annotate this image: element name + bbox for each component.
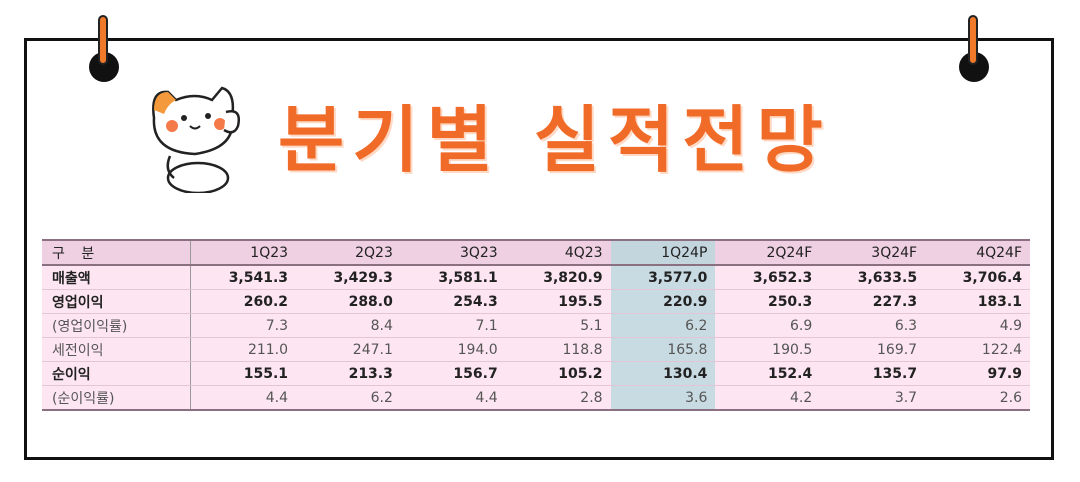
table-cell: 3.7 — [820, 385, 926, 411]
table-cell: 3,429.3 — [296, 265, 401, 290]
quarterly-performance-table: 구 분 1Q23 2Q23 3Q23 4Q23 1Q24P 2Q24F 3Q24… — [42, 239, 1030, 411]
table-header-row: 구 분 1Q23 2Q23 3Q23 4Q23 1Q24P 2Q24F 3Q24… — [42, 239, 1030, 266]
table-cell: 247.1 — [296, 337, 401, 362]
table-cell: 3,706.4 — [925, 265, 1030, 290]
table-cell: 2.6 — [925, 385, 1030, 411]
table-cell: 6.3 — [820, 313, 926, 338]
table-cell: 254.3 — [400, 289, 506, 314]
table-cell: 135.7 — [820, 361, 926, 386]
table-row-revenue: 매출액 3,541.3 3,429.3 3,581.1 3,820.9 3,57… — [42, 265, 1030, 290]
table-cell: 169.7 — [820, 337, 926, 362]
table-cell: 4.2 — [715, 385, 821, 411]
table-cell: 220.9 — [610, 289, 716, 314]
column-header: 4Q24F — [925, 239, 1030, 266]
table-cell: 211.0 — [190, 337, 297, 362]
column-header: 4Q23 — [505, 239, 611, 266]
table-cell: 3,820.9 — [505, 265, 611, 290]
row-label: 매출액 — [42, 265, 191, 290]
table-row-net-margin: (순이익률) 4.4 6.2 4.4 2.8 3.6 4.2 3.7 2.6 — [42, 385, 1030, 411]
table-row-net-profit: 순이익 155.1 213.3 156.7 105.2 130.4 152.4 … — [42, 361, 1030, 386]
table-cell: 4.4 — [190, 385, 297, 411]
left-pin-stick-icon — [98, 15, 108, 65]
table-cell: 118.8 — [505, 337, 611, 362]
table-row-operating-profit: 영업이익 260.2 288.0 254.3 195.5 220.9 250.3… — [42, 289, 1030, 314]
table-cell: 3,652.3 — [715, 265, 821, 290]
column-header: 2Q23 — [296, 239, 401, 266]
row-label: 순이익 — [42, 361, 191, 386]
table-cell: 2.8 — [505, 385, 611, 411]
table-cell: 227.3 — [820, 289, 926, 314]
table-cell: 4.4 — [400, 385, 506, 411]
table-cell: 97.9 — [925, 361, 1030, 386]
column-header: 2Q24F — [715, 239, 821, 266]
column-header: 3Q23 — [400, 239, 506, 266]
header-label: 구 분 — [42, 239, 191, 266]
row-label: 영업이익 — [42, 289, 191, 314]
right-pin-stick-icon — [968, 15, 978, 65]
table-cell: 8.4 — [296, 313, 401, 338]
table-cell: 155.1 — [190, 361, 297, 386]
table-cell: 260.2 — [190, 289, 297, 314]
table-cell: 130.4 — [610, 361, 716, 386]
table-cell: 3.6 — [610, 385, 716, 411]
table-cell: 152.4 — [715, 361, 821, 386]
table-cell: 183.1 — [925, 289, 1030, 314]
cat-mascot-icon — [152, 86, 240, 193]
page-title: 분기별 실적전망 — [278, 98, 831, 182]
table-row-operating-margin: (영업이익률) 7.3 8.4 7.1 5.1 6.2 6.9 6.3 4.9 — [42, 313, 1030, 338]
table-cell: 7.1 — [400, 313, 506, 338]
column-header-highlighted: 1Q24P — [610, 239, 716, 266]
row-label: 세전이익 — [42, 337, 191, 362]
table-cell: 165.8 — [610, 337, 716, 362]
table-row-pretax-profit: 세전이익 211.0 247.1 194.0 118.8 165.8 190.5… — [42, 337, 1030, 362]
table-cell: 4.9 — [925, 313, 1030, 338]
table-cell: 156.7 — [400, 361, 506, 386]
table-cell: 3,577.0 — [610, 265, 716, 290]
table-cell: 194.0 — [400, 337, 506, 362]
table-cell: 3,581.1 — [400, 265, 506, 290]
table-cell: 6.9 — [715, 313, 821, 338]
table-cell: 7.3 — [190, 313, 297, 338]
table-cell: 105.2 — [505, 361, 611, 386]
row-label: (영업이익률) — [42, 313, 191, 338]
table-cell: 195.5 — [505, 289, 611, 314]
table-cell: 3,541.3 — [190, 265, 297, 290]
table-cell: 288.0 — [296, 289, 401, 314]
table-cell: 213.3 — [296, 361, 401, 386]
column-header: 1Q23 — [190, 239, 297, 266]
table-cell: 6.2 — [296, 385, 401, 411]
table-cell: 5.1 — [505, 313, 611, 338]
row-label: (순이익률) — [42, 385, 191, 411]
table-cell: 250.3 — [715, 289, 821, 314]
table-cell: 6.2 — [610, 313, 716, 338]
table-cell: 190.5 — [715, 337, 821, 362]
table-cell: 122.4 — [925, 337, 1030, 362]
table-cell: 3,633.5 — [820, 265, 926, 290]
column-header: 3Q24F — [820, 239, 926, 266]
